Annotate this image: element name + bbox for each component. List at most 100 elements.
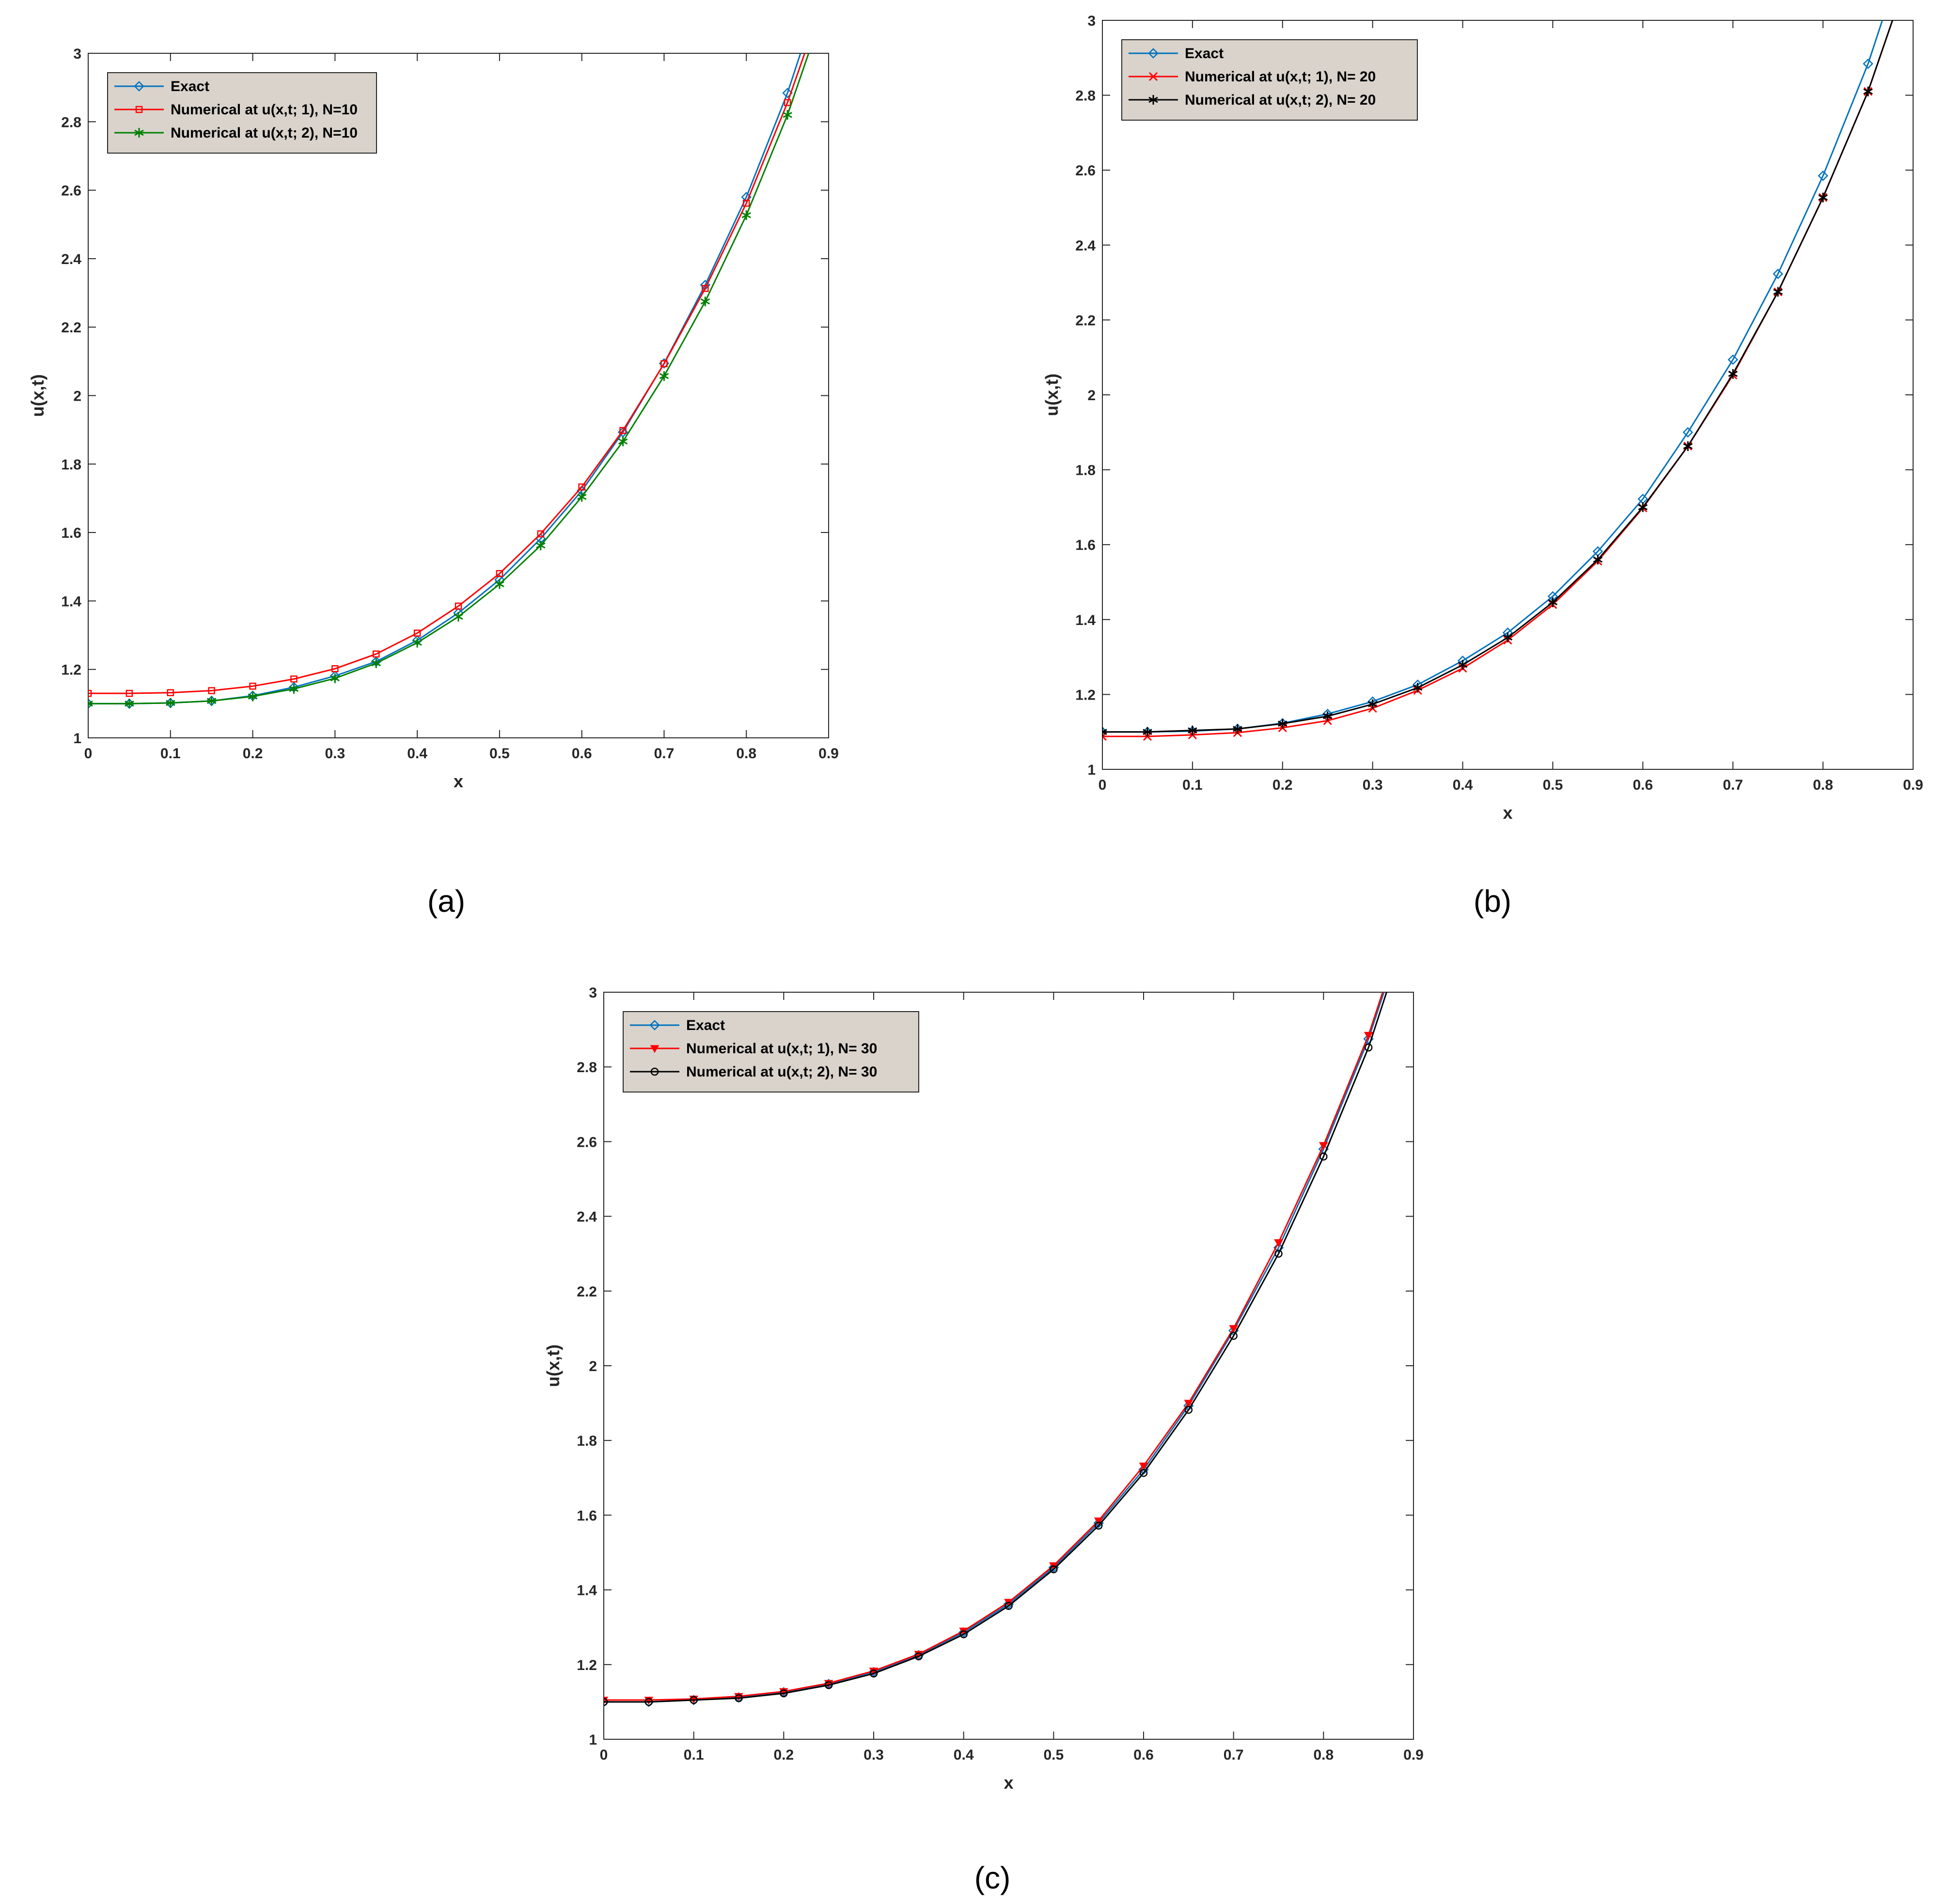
x-tick-label: 0 — [84, 746, 93, 762]
legend-label: Numerical at u(x,t; 2), N=10 — [171, 125, 358, 141]
x-axis-label: x — [1503, 803, 1512, 823]
y-tick-label: 2.6 — [577, 1134, 597, 1150]
data-point — [644, 1698, 653, 1706]
data-point — [660, 360, 668, 368]
data-point — [702, 285, 709, 292]
x-tick-label: 0.1 — [684, 1747, 704, 1763]
data-point — [1503, 632, 1513, 642]
data-point — [1773, 268, 1783, 280]
data-point — [290, 675, 298, 683]
legend-label: Numerical at u(x,t; 1), N= 20 — [1185, 69, 1376, 85]
y-tick-label: 3 — [589, 985, 597, 1001]
y-tick-label: 2 — [589, 1358, 597, 1374]
y-tick-label: 1.8 — [577, 1433, 597, 1449]
data-point — [249, 683, 256, 690]
data-point — [700, 297, 710, 307]
y-tick-label: 3 — [73, 46, 81, 62]
x-tick-label: 0.8 — [1313, 1747, 1334, 1763]
legend-item: Exact — [114, 78, 209, 94]
legend-item: Numerical at u(x,t; 2), N= 30 — [630, 1064, 877, 1080]
data-point — [88, 689, 92, 697]
y-tick-label: 2.6 — [1075, 163, 1096, 179]
data-point — [959, 1630, 968, 1639]
data-point — [1094, 1521, 1103, 1530]
data-point — [1229, 1332, 1238, 1340]
data-point — [1410, 896, 1417, 903]
data-point — [1322, 711, 1333, 721]
x-tick-label: 0.5 — [1543, 777, 1563, 793]
y-tick-label: 2.2 — [577, 1284, 597, 1300]
x-axis-label: x — [1004, 1773, 1013, 1793]
data-point — [1364, 1031, 1373, 1040]
y-tick-label: 1 — [589, 1732, 597, 1748]
data-point — [1413, 683, 1423, 693]
legend-label: Numerical at u(x,t; 2), N= 20 — [1185, 92, 1376, 108]
y-tick-label: 1.6 — [61, 525, 81, 541]
plot-area — [1102, 20, 1914, 770]
data-point — [1364, 1043, 1373, 1052]
x-tick-label: 0.9 — [1903, 777, 1923, 793]
legend-marker — [650, 1067, 659, 1076]
chart-panel-1: 0 0.1 0.2 0.3 0.4 0.5 0.6 0.7 0.8 0.9 1 1.2 1.4 1.6 1.… — [28, 46, 839, 919]
data-point — [1683, 441, 1693, 451]
data-point — [958, 1627, 969, 1638]
y-axis-label: u(x,t) — [28, 375, 47, 417]
data-point — [1863, 58, 1873, 69]
chart-panel-3: 0 0.1 0.2 0.3 0.4 0.5 0.6 0.7 0.8 0.9 1 1.2 1.4 1.6 1.… — [543, 896, 1424, 1895]
data-point — [1593, 555, 1603, 565]
data-point — [248, 691, 258, 702]
y-tick-label: 1.8 — [1075, 463, 1096, 479]
legend-item: Numerical at u(x,t; 1), N=10 — [114, 102, 358, 118]
y-tick-label: 2.6 — [61, 183, 81, 199]
legend-marker — [1148, 95, 1158, 105]
legend: Exact Numerical at u(x,t; 1), N= 30 Numeri… — [623, 1011, 919, 1092]
y-tick-label: 1.4 — [577, 1583, 597, 1599]
data-point — [782, 88, 793, 98]
x-tick-label: 0.4 — [1453, 777, 1473, 793]
data-point — [619, 427, 627, 434]
data-point — [1184, 1400, 1193, 1408]
series-line — [604, 992, 1388, 1703]
legend-label: Exact — [686, 1017, 725, 1033]
series-line — [88, 53, 806, 694]
data-point — [125, 699, 134, 709]
data-point — [1005, 1602, 1013, 1610]
legend-item: Numerical at u(x,t; 1), N= 20 — [1129, 69, 1376, 85]
y-tick-label: 2.8 — [61, 114, 81, 130]
y-tick-label: 2.4 — [61, 251, 81, 267]
data-point — [578, 483, 585, 491]
y-tick-label: 2.2 — [61, 320, 81, 336]
data-point — [1143, 727, 1152, 737]
data-point — [1274, 1249, 1283, 1258]
x-tick-label: 0.8 — [1813, 777, 1833, 793]
data-point — [1728, 369, 1738, 379]
y-tick-label: 2 — [1087, 388, 1096, 404]
series-3 — [88, 53, 810, 709]
data-point — [1818, 171, 1828, 181]
data-point — [331, 665, 339, 672]
data-point — [1319, 1152, 1328, 1161]
legend-label: Exact — [1185, 46, 1224, 62]
y-tick-label: 2 — [73, 389, 81, 405]
y-tick-label: 1.2 — [1075, 687, 1096, 703]
data-point — [208, 687, 215, 694]
x-tick-label: 0.8 — [736, 746, 756, 762]
x-tick-label: 0.4 — [954, 1747, 974, 1763]
chart-panel-2: 0 0.1 0.2 0.3 0.4 0.5 0.6 0.7 0.8 0.9 1 1.2 1.4 1.6 1.… — [1042, 13, 1923, 919]
data-point — [690, 1696, 698, 1704]
y-tick-label: 1.6 — [1075, 537, 1096, 553]
x-tick-label: 0.2 — [1272, 777, 1293, 793]
legend-label: Numerical at u(x,t; 1), N= 30 — [686, 1041, 877, 1057]
data-point — [742, 200, 750, 207]
x-tick-label: 0.2 — [773, 1747, 794, 1763]
x-tick-label: 0.4 — [407, 746, 427, 762]
x-tick-label: 0 — [600, 1747, 608, 1763]
data-point — [496, 570, 503, 577]
data-point — [88, 699, 93, 709]
panel-caption: (c) — [974, 1860, 1011, 1895]
data-point — [1773, 287, 1783, 297]
x-tick-label: 0.1 — [1182, 777, 1203, 793]
data-point — [537, 530, 545, 538]
data-point — [1274, 1239, 1283, 1248]
data-point — [1139, 1462, 1148, 1471]
